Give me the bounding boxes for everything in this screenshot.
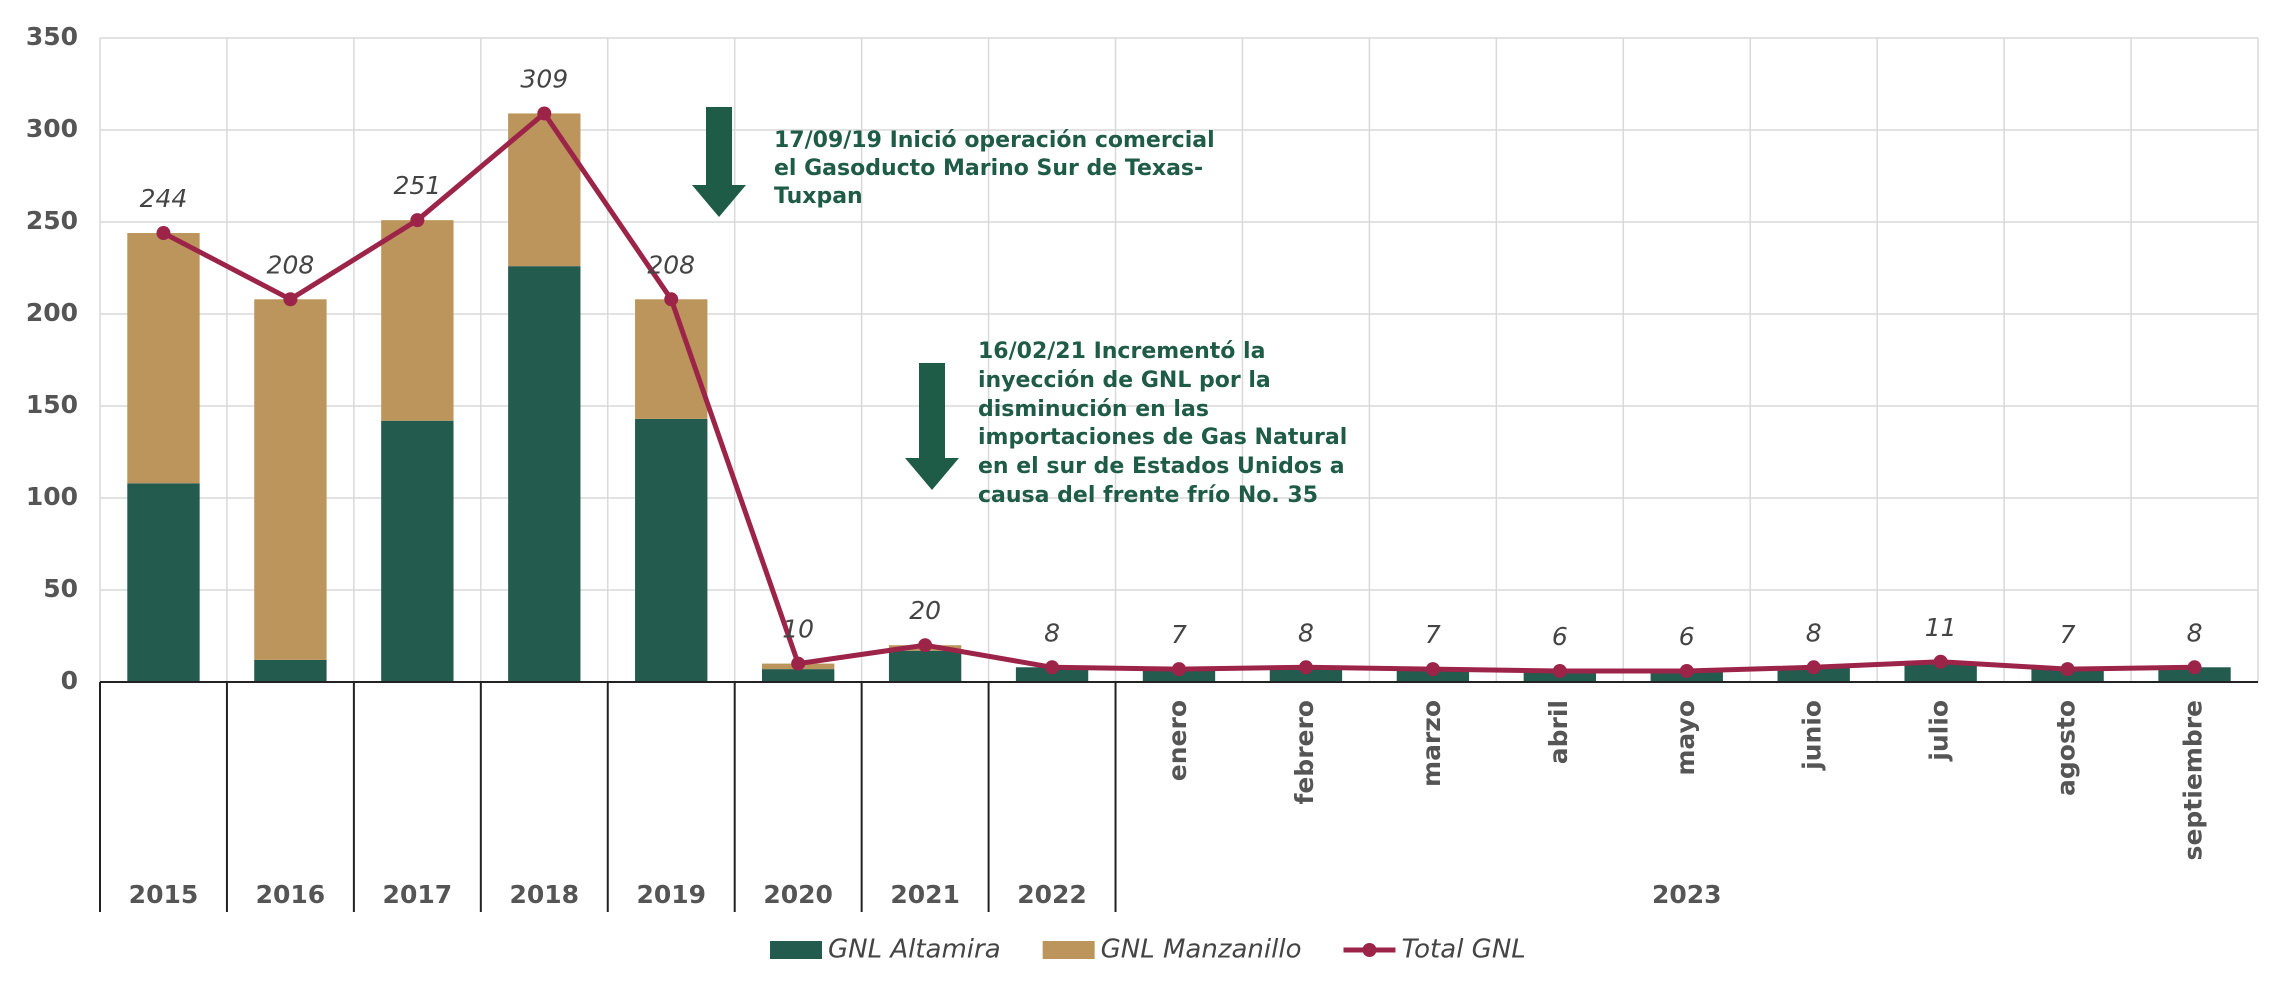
data-label: 244	[140, 184, 188, 213]
annotation-text: Tuxpan	[774, 184, 863, 209]
line-marker	[156, 226, 170, 240]
y-tick-label: 50	[43, 574, 78, 603]
annotation-arrow	[905, 363, 959, 490]
line-marker	[791, 657, 805, 671]
x-tick-label: septiembre	[2179, 700, 2208, 860]
x-tick-label: mayo	[1671, 700, 1700, 776]
bar	[127, 483, 199, 682]
data-label: 208	[647, 250, 695, 279]
y-tick-label: 250	[26, 206, 78, 235]
x-tick-label: agosto	[2052, 700, 2081, 796]
line-marker	[1680, 664, 1694, 678]
bar	[635, 299, 707, 419]
y-tick-label: 0	[61, 666, 78, 695]
bar	[889, 651, 961, 682]
annotation-arrow	[692, 107, 746, 217]
legend-swatch	[1043, 941, 1095, 959]
y-tick-label: 300	[26, 114, 78, 143]
annotation-text: causa del frente frío No. 35	[978, 483, 1318, 508]
annotation-text: disminución en las	[978, 397, 1209, 422]
data-label: 8	[2187, 618, 2203, 647]
line-marker	[1045, 660, 1059, 674]
bar	[381, 220, 453, 421]
data-label: 8	[1044, 618, 1060, 647]
x-tick-label: 2018	[509, 880, 579, 909]
y-tick-label: 200	[26, 298, 78, 327]
data-label: 20	[909, 596, 941, 625]
x-tick-label: abril	[1544, 700, 1573, 764]
x-tick-label: 2020	[763, 880, 833, 909]
data-label: 7	[1425, 620, 1441, 649]
data-label: 8	[1298, 618, 1314, 647]
data-label: 8	[1806, 618, 1822, 647]
line-marker	[537, 106, 551, 120]
x-tick-label: febrero	[1290, 700, 1319, 805]
line-marker	[2061, 662, 2075, 676]
y-tick-label: 100	[26, 482, 78, 511]
x-tick-label: 2016	[256, 880, 326, 909]
line-marker	[410, 213, 424, 227]
legend-label: GNL Manzanillo	[1101, 935, 1302, 965]
annotation-text: inyección de GNL por la	[978, 368, 1271, 393]
bar	[254, 660, 326, 682]
annotation-text: 17/09/19 Inició operación comercial	[774, 128, 1215, 153]
chart: 17/09/19 Inició operación comercial el G…	[0, 0, 2295, 988]
x-tick-label: enero	[1163, 700, 1192, 781]
bar	[508, 266, 580, 682]
y-tick-label: 350	[26, 22, 78, 51]
line-marker	[1172, 662, 1186, 676]
bar	[381, 421, 453, 682]
data-label: 6	[1679, 622, 1695, 651]
data-label: 7	[2060, 620, 2076, 649]
bar	[127, 233, 199, 483]
data-label: 6	[1552, 622, 1568, 651]
legend-swatch	[770, 941, 822, 959]
x-tick-label: marzo	[1417, 700, 1446, 787]
data-label: 309	[520, 64, 568, 93]
annotation-text: 16/02/21 Incrementó la	[978, 339, 1265, 364]
data-label: 7	[1171, 620, 1187, 649]
x-tick-label: 2015	[129, 880, 199, 909]
annotation-text: el Gasoducto Marino Sur de Texas-	[774, 156, 1203, 181]
data-label: 11	[1925, 613, 1957, 642]
bar	[762, 669, 834, 682]
line-marker	[1807, 660, 1821, 674]
data-label: 208	[267, 250, 315, 279]
data-label: 251	[393, 171, 441, 200]
x-group-label: 2023	[1652, 880, 1722, 909]
line-marker	[1553, 664, 1567, 678]
line-marker	[2188, 660, 2202, 674]
line-marker	[283, 292, 297, 306]
y-tick-label: 150	[26, 390, 78, 419]
legend-label: GNL Altamira	[828, 935, 1001, 965]
legend-swatch-marker	[1362, 943, 1376, 957]
x-tick-label: junio	[1798, 700, 1827, 771]
line-marker	[664, 292, 678, 306]
line-marker	[1426, 662, 1440, 676]
bar	[254, 299, 326, 660]
x-tick-label: 2017	[383, 880, 453, 909]
x-tick-label: 2021	[890, 880, 960, 909]
annotation-text: en el sur de Estados Unidos a	[978, 454, 1345, 479]
line-marker	[1934, 655, 1948, 669]
x-tick-label: julio	[1925, 700, 1954, 762]
line-marker	[918, 638, 932, 652]
annotation-text: importaciones de Gas Natural	[978, 425, 1347, 450]
data-label: 10	[782, 615, 814, 644]
bar	[635, 419, 707, 682]
line-marker	[1299, 660, 1313, 674]
x-tick-label: 2022	[1017, 880, 1087, 909]
legend-label: Total GNL	[1401, 935, 1525, 965]
x-tick-label: 2019	[636, 880, 706, 909]
